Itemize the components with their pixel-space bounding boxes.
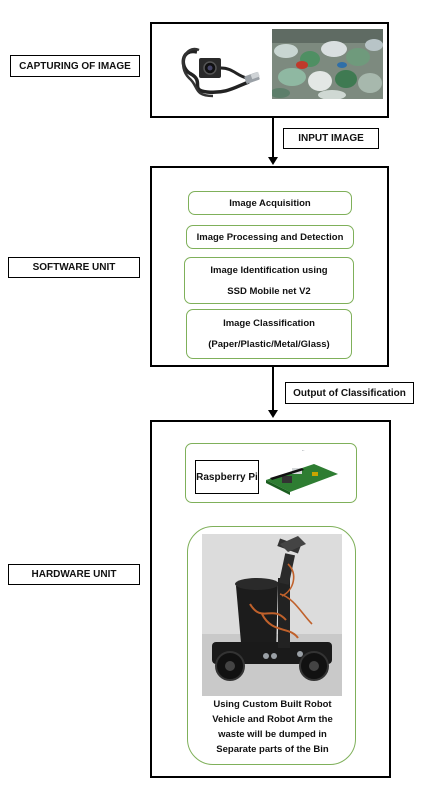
webcam-image xyxy=(181,47,260,98)
step-image-classification: Image Classification (Paper/Plastic/Meta… xyxy=(186,309,352,359)
hardware-unit-label: HARDWARE UNIT xyxy=(8,564,140,585)
arrow-line-1 xyxy=(272,118,274,158)
arrow-line-2 xyxy=(272,367,274,411)
raspberry-pi-label: Raspberry Pi xyxy=(195,460,259,494)
waste-pile-image xyxy=(272,29,383,99)
step-image-acquisition: Image Acquisition xyxy=(188,191,352,215)
hardware-unit-box: Raspberry Pi xyxy=(150,420,391,778)
robot-vehicle-image xyxy=(202,534,342,696)
robot-panel: Using Custom Built Robot Vehicle and Rob… xyxy=(187,526,356,765)
step-image-processing: Image Processing and Detection xyxy=(186,225,354,249)
raspberry-pi-board-image xyxy=(266,450,338,495)
raspberry-pi-panel: Raspberry Pi xyxy=(185,443,357,503)
input-image-label: INPUT IMAGE xyxy=(283,128,379,149)
step-image-identification: Image Identification using SSD Mobile ne… xyxy=(184,257,354,304)
arrow-head-2 xyxy=(268,410,278,418)
software-unit-label: SOFTWARE UNIT xyxy=(8,257,140,278)
software-unit-box: Image Acquisition Image Processing and D… xyxy=(150,166,389,367)
robot-caption: Using Custom Built Robot Vehicle and Rob… xyxy=(212,699,333,755)
output-classification-label: Output of Classification xyxy=(285,382,414,404)
capturing-box xyxy=(150,22,389,118)
arrow-head-1 xyxy=(268,157,278,165)
capturing-label: CAPTURING OF IMAGE xyxy=(10,55,140,77)
